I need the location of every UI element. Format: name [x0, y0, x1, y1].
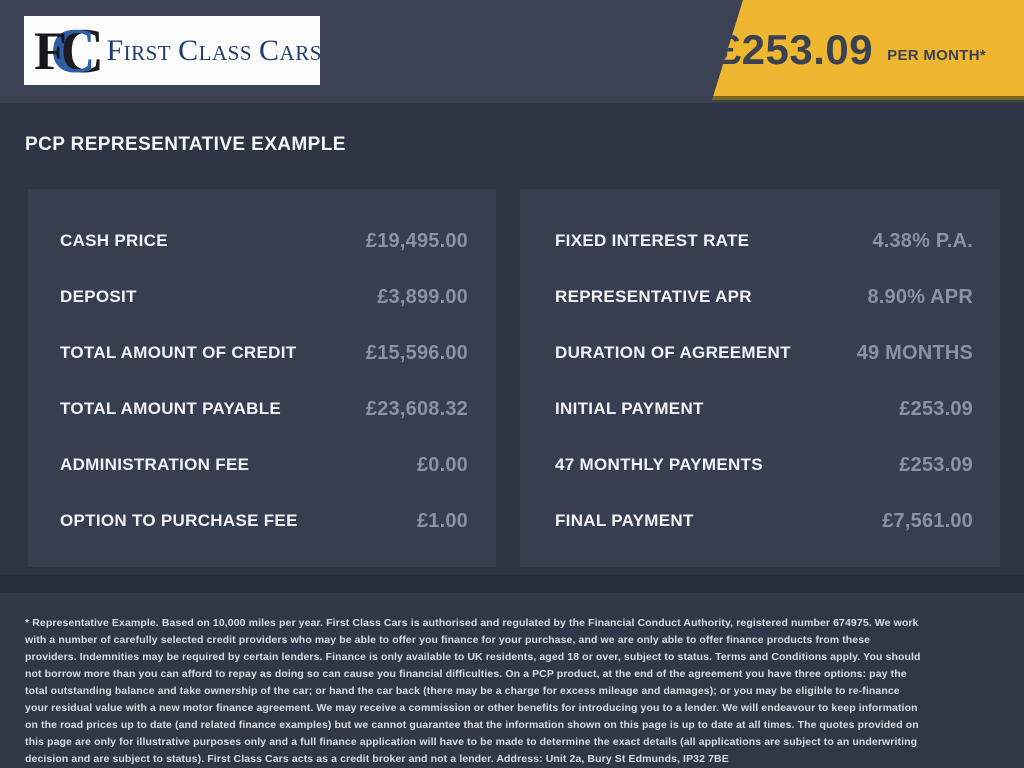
finance-value: £19,495.00	[365, 229, 468, 252]
header-bar: F C C FIRST CLASS CARS £253.09 PER MONTH…	[0, 0, 1024, 103]
footer-disclaimer-section: * Representative Example. Based on 10,00…	[0, 593, 1024, 768]
finance-row-cash-price: CASH PRICE £19,495.00	[60, 213, 468, 269]
finance-value: £0.00	[416, 453, 468, 476]
finance-panel-rates: FIXED INTEREST RATE 4.38% P.A. REPRESENT…	[520, 189, 1000, 567]
dealer-name-word: CLASS	[178, 33, 253, 67]
finance-value: £253.09	[899, 453, 973, 476]
finance-row-apr: REPRESENTATIVE APR 8.90% APR	[555, 269, 973, 325]
dealer-name-word: CARS	[259, 33, 320, 67]
finance-row-admin-fee: ADMINISTRATION FEE £0.00	[60, 437, 468, 493]
finance-value: £7,561.00	[882, 509, 973, 532]
finance-label: REPRESENTATIVE APR	[555, 287, 752, 306]
finance-value: 4.38% P.A.	[872, 229, 973, 252]
monogram-letter: C	[50, 16, 97, 85]
finance-label: CASH PRICE	[60, 231, 168, 250]
monogram-letter: F	[34, 20, 67, 81]
dealer-name: FIRST CLASS CARS	[106, 34, 320, 68]
monogram-letter: C	[58, 16, 105, 85]
section-divider	[0, 575, 1024, 593]
finance-label: OPTION TO PURCHASE FEE	[60, 511, 298, 530]
finance-value: £23,608.32	[365, 397, 468, 420]
finance-value: £1.00	[416, 509, 468, 532]
dealer-name-word: FIRST	[106, 33, 172, 67]
finance-value: 49 MONTHS	[856, 341, 973, 364]
finance-row-deposit: DEPOSIT £3,899.00	[60, 269, 468, 325]
finance-value: £253.09	[899, 397, 973, 420]
page-title: PCP REPRESENTATIVE EXAMPLE	[25, 134, 346, 155]
finance-row-initial-payment: INITIAL PAYMENT £253.09	[555, 381, 973, 437]
disclaimer-text: * Representative Example. Based on 10,00…	[25, 617, 921, 765]
finance-row-interest-rate: FIXED INTEREST RATE 4.38% P.A.	[555, 213, 973, 269]
finance-panels: CASH PRICE £19,495.00 DEPOSIT £3,899.00 …	[28, 189, 1000, 567]
fcc-monogram-icon: F C C	[34, 16, 104, 85]
finance-value: 8.90% APR	[867, 285, 973, 308]
monthly-price-period: PER MONTH*	[887, 46, 986, 64]
finance-example-section: PCP REPRESENTATIVE EXAMPLE CASH PRICE £1…	[0, 103, 1024, 575]
finance-label: ADMINISTRATION FEE	[60, 455, 250, 474]
finance-label: 47 MONTHLY PAYMENTS	[555, 455, 763, 474]
finance-row-final-payment: FINAL PAYMENT £7,561.00	[555, 493, 973, 549]
finance-value: £15,596.00	[365, 341, 468, 364]
finance-row-duration: DURATION OF AGREEMENT 49 MONTHS	[555, 325, 973, 381]
finance-row-purchase-fee: OPTION TO PURCHASE FEE £1.00	[60, 493, 468, 549]
finance-row-total-payable: TOTAL AMOUNT PAYABLE £23,608.32	[60, 381, 468, 437]
finance-panel-amounts: CASH PRICE £19,495.00 DEPOSIT £3,899.00 …	[28, 189, 496, 567]
dealer-logo: F C C FIRST CLASS CARS	[24, 16, 320, 85]
finance-label: DURATION OF AGREEMENT	[555, 343, 791, 362]
monthly-price-banner: £253.09 PER MONTH*	[712, 0, 1024, 100]
finance-row-total-credit: TOTAL AMOUNT OF CREDIT £15,596.00	[60, 325, 468, 381]
finance-label: INITIAL PAYMENT	[555, 399, 704, 418]
finance-label: FIXED INTEREST RATE	[555, 231, 750, 250]
monthly-price-amount: £253.09	[717, 26, 874, 73]
finance-row-monthly-payments: 47 MONTHLY PAYMENTS £253.09	[555, 437, 973, 493]
finance-label: TOTAL AMOUNT PAYABLE	[60, 399, 282, 418]
finance-value: £3,899.00	[377, 285, 468, 308]
finance-label: FINAL PAYMENT	[555, 511, 694, 530]
finance-label: TOTAL AMOUNT OF CREDIT	[60, 343, 297, 362]
finance-label: DEPOSIT	[60, 287, 137, 306]
